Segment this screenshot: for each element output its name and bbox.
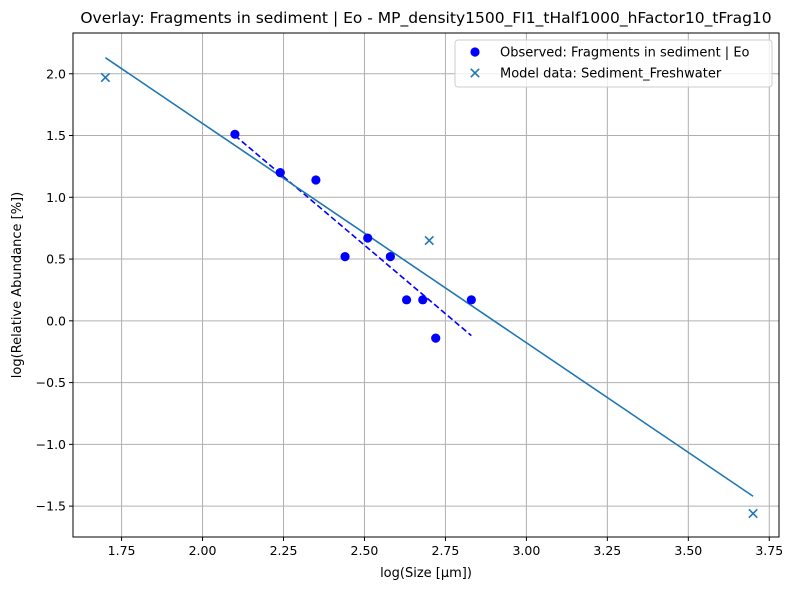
y-tick-label: 2.0 [46, 66, 66, 81]
plot-frame [72, 32, 780, 538]
legend: Observed: Fragments in sediment | Eo Mod… [454, 39, 773, 88]
observed-point [275, 167, 285, 178]
observed-fit-line [234, 134, 472, 337]
x-axis-label: log(Size [µm]) [380, 566, 472, 581]
observed-point [385, 251, 395, 262]
model-point [100, 72, 111, 83]
model-fit-line [104, 57, 754, 497]
chart-title: Overlay: Fragments in sediment | Eo - MP… [80, 9, 771, 28]
grid [73, 33, 779, 537]
observed-point [431, 333, 441, 343]
y-tick-label: −0.5 [36, 375, 66, 390]
observed-point [230, 129, 240, 139]
x-tick-label: 2.50 [351, 543, 379, 558]
x-tick-label: 3.75 [755, 543, 783, 558]
y-tick-label: 0.0 [46, 313, 66, 328]
x-tick-label: 3.25 [593, 543, 621, 558]
x-tick-label: 3.00 [512, 543, 540, 558]
legend-swatch [470, 47, 480, 57]
data-points [100, 72, 758, 519]
x-tick-label: 1.75 [108, 543, 136, 558]
x-tick-label: 2.25 [270, 543, 298, 558]
legend-swatch [470, 68, 480, 78]
axis-ticks: 1.75 2.00 2.25 2.50 2.75 3.00 3.25 3.50 3.75 −1.5… [36, 66, 784, 558]
observed-point [401, 295, 412, 305]
legend-label-model: Model data: Sediment_Freshwater [500, 67, 722, 82]
y-axis-label: log(Relative Abundance [%]) [10, 192, 25, 378]
model-point-stroke [424, 235, 435, 246]
y-tick-label: 1.0 [46, 190, 66, 205]
x-tick-label: 2.75 [432, 543, 460, 558]
x-tick-label: 2.00 [189, 543, 217, 558]
x-tick-label: 3.50 [674, 543, 702, 558]
observed-point [418, 295, 428, 305]
fit-lines [104, 57, 754, 497]
model-point [748, 508, 758, 519]
legend-marker-observed [470, 47, 480, 57]
observed-point [466, 295, 476, 305]
model-point-stroke [748, 508, 758, 519]
y-tick-label: −1.5 [36, 499, 66, 514]
legend-label-observed: Observed: Fragments in sediment | Eo [500, 46, 750, 61]
observed-point [340, 251, 350, 262]
model-point-stroke [100, 72, 111, 83]
y-tick-label: 1.5 [46, 128, 66, 143]
y-tick-label: −1.0 [36, 437, 66, 452]
legend-marker-model [470, 68, 480, 78]
y-tick-label: 0.5 [46, 252, 66, 267]
model-point [424, 235, 435, 246]
legend-box [454, 39, 773, 88]
legend-swatch-stroke [470, 68, 480, 78]
observed-point [363, 233, 373, 243]
observed-point [311, 175, 321, 185]
